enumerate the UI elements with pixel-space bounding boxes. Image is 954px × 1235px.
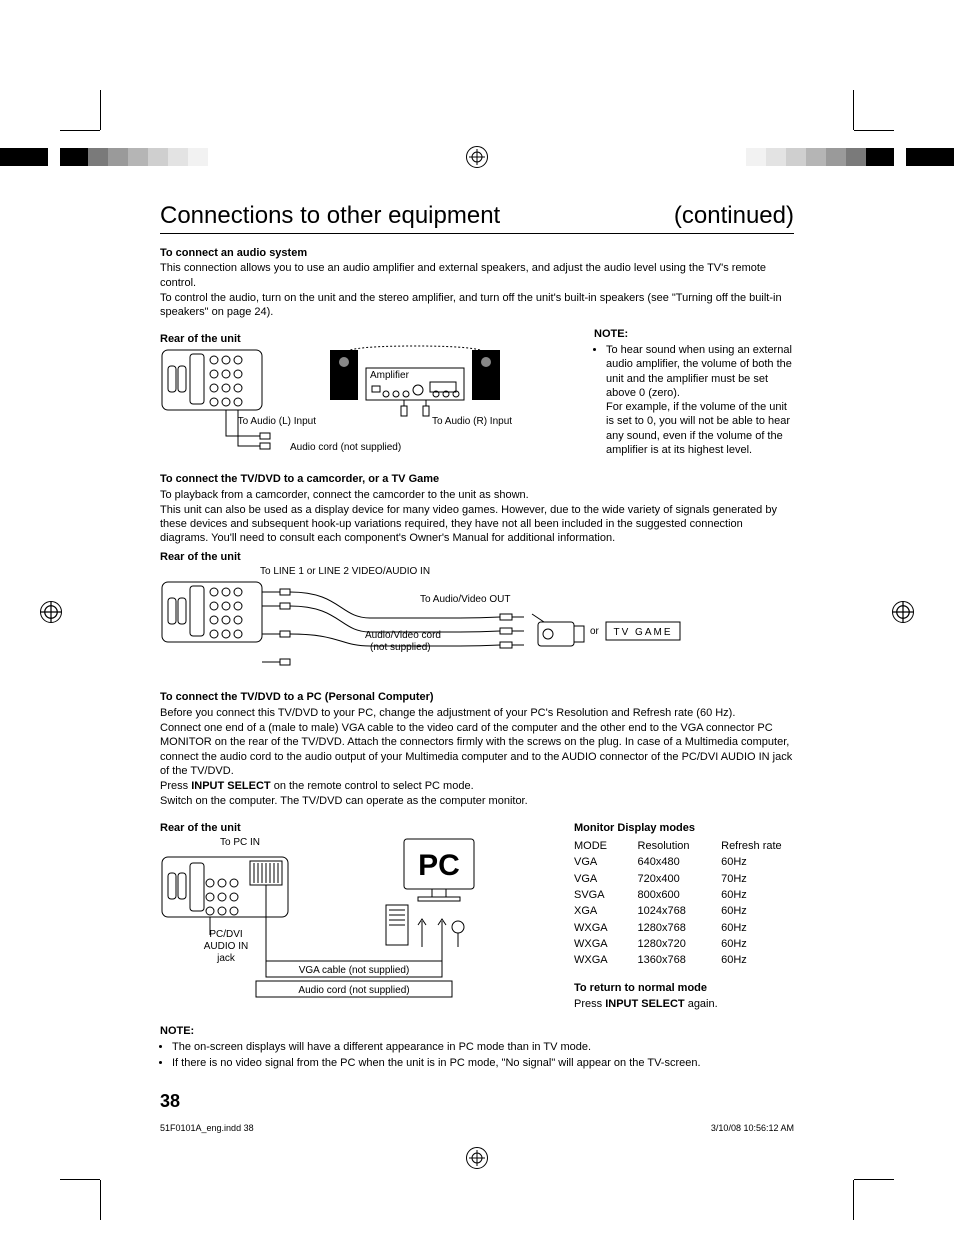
registration-mark-right: [892, 601, 914, 623]
para-audio-1: This connection allows you to use an aud…: [160, 261, 794, 290]
svg-text:AUDIO IN: AUDIO IN: [204, 941, 248, 952]
page-content: Connections to other equipment (continue…: [100, 140, 854, 1165]
svg-text:TV GAME: TV GAME: [613, 627, 672, 638]
svg-text:Audio cord (not supplied): Audio cord (not supplied): [298, 985, 409, 996]
note-bottom-list: The on-screen displays will have a diffe…: [160, 1040, 794, 1070]
note-label-audio: NOTE:: [594, 328, 628, 340]
svg-text:Audio cord (not supplied): Audio cord (not supplied): [290, 442, 401, 453]
note-audio-item: To hear sound when using an external aud…: [606, 343, 794, 457]
heading-audio: To connect an audio system: [160, 246, 794, 260]
para-pc-4: Switch on the computer. The TV/DVD can o…: [160, 794, 794, 808]
modes-col-resolution: Resolution: [638, 839, 704, 853]
diagram-audio-system: Amplifier To Audio (L) Input To Audio (R…: [160, 346, 520, 456]
svg-text:or: or: [590, 626, 600, 637]
rear-of-unit-label-1: Rear of the unit: [160, 332, 578, 346]
svg-text:Audio/Video cord: Audio/Video cord: [365, 630, 441, 641]
svg-text:PC/DVI: PC/DVI: [209, 929, 242, 940]
svg-text:To PC IN: To PC IN: [220, 837, 260, 848]
heading-pc: To connect the TV/DVD to a PC (Personal …: [160, 690, 794, 704]
para-pc-3: Press INPUT SELECT on the remote control…: [160, 779, 794, 793]
cropmark: [100, 1180, 101, 1220]
modes-heading: Monitor Display modes: [574, 821, 794, 835]
para-cam-2: This unit can also be used as a display …: [160, 503, 794, 546]
registration-mark-top: [466, 146, 488, 168]
heading-camcorder: To connect the TV/DVD to a camcorder, or…: [160, 472, 794, 486]
return-text: Press INPUT SELECT again.: [574, 997, 794, 1011]
footer-file: 51F0101A_eng.indd 38: [160, 1123, 254, 1135]
note-bottom-label: NOTE:: [160, 1024, 794, 1038]
para-pc-2: Connect one end of a (male to male) VGA …: [160, 721, 794, 778]
page-number: 38: [160, 1090, 794, 1113]
modes-col-refresh: Refresh rate: [721, 839, 794, 853]
svg-text:(not supplied): (not supplied): [370, 642, 431, 653]
title-continued: (continued): [674, 200, 794, 231]
svg-text:To Audio (L) Input: To Audio (L) Input: [238, 416, 317, 427]
svg-text:To LINE 1 or LINE 2 VIDEO/AUDI: To LINE 1 or LINE 2 VIDEO/AUDIO IN: [260, 566, 430, 577]
cropmark: [60, 1179, 100, 1180]
svg-text:To Audio (R) Input: To Audio (R) Input: [432, 416, 512, 427]
svg-text:VGA cable (not supplied): VGA cable (not supplied): [299, 965, 410, 976]
display-modes-table: MODE Resolution Refresh rate VGA640x4806…: [574, 839, 794, 967]
registration-bars-left: [0, 148, 208, 166]
registration-bars-right: [746, 148, 954, 166]
diagram-camcorder: To LINE 1 or LINE 2 VIDEO/AUDIO IN To Au…: [160, 564, 720, 674]
svg-text:To Audio/Video OUT: To Audio/Video OUT: [420, 594, 510, 605]
svg-text:Amplifier: Amplifier: [370, 370, 410, 381]
cropmark: [100, 90, 101, 130]
note-item: If there is no video signal from the PC …: [172, 1056, 794, 1070]
page-title: Connections to other equipment: [160, 200, 500, 231]
cropmark: [854, 1179, 894, 1180]
cropmark: [853, 90, 854, 130]
cropmark: [853, 1180, 854, 1220]
rear-of-unit-label-3: Rear of the unit: [160, 821, 558, 835]
para-cam-1: To playback from a camcorder, connect th…: [160, 488, 794, 502]
para-pc-1: Before you connect this TV/DVD to your P…: [160, 706, 794, 720]
para-audio-2: To control the audio, turn on the unit a…: [160, 291, 794, 320]
modes-col-mode: MODE: [574, 839, 620, 853]
footer-timestamp: 3/10/08 10:56:12 AM: [711, 1123, 794, 1135]
diagram-pc-connection: To PC IN: [160, 835, 510, 1005]
svg-text:PC: PC: [418, 849, 460, 882]
rear-of-unit-label-2: Rear of the unit: [160, 550, 794, 564]
svg-text:jack: jack: [216, 953, 236, 964]
registration-mark-left: [40, 601, 62, 623]
note-item: The on-screen displays will have a diffe…: [172, 1040, 794, 1054]
cropmark: [854, 130, 894, 131]
cropmark: [60, 130, 100, 131]
return-heading: To return to normal mode: [574, 981, 794, 995]
registration-mark-bottom: [466, 1147, 488, 1169]
